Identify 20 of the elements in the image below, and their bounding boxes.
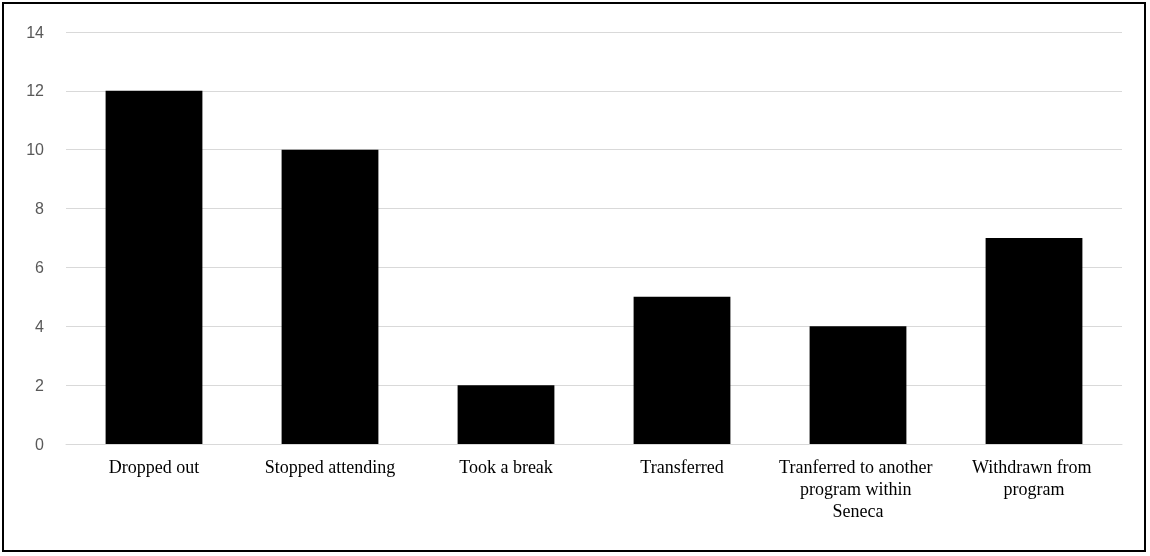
x-tick-label: Withdrawn from program — [971, 457, 1097, 499]
bar — [457, 385, 555, 444]
x-tick-label: Transferred — [640, 457, 724, 477]
y-tick-label: 8 — [35, 200, 45, 218]
bar — [809, 326, 907, 444]
y-tick-label: 10 — [26, 141, 45, 159]
y-tick-label: 0 — [35, 435, 45, 453]
bar — [985, 238, 1083, 444]
bar — [281, 149, 379, 444]
y-tick-label: 4 — [35, 317, 45, 335]
x-tick-label: Tranferred to another program within Seneca — [779, 457, 937, 521]
bar — [105, 90, 203, 444]
x-tick-label: Took a break — [459, 457, 553, 477]
x-tick-label: Dropped out — [108, 457, 200, 477]
y-tick-label: 14 — [26, 23, 45, 41]
x-tick-label: Stopped attending — [264, 457, 396, 477]
y-tick-label: 6 — [35, 258, 45, 276]
y-tick-label: 2 — [35, 376, 45, 394]
y-tick-label: 12 — [26, 82, 45, 100]
bar — [633, 296, 731, 444]
